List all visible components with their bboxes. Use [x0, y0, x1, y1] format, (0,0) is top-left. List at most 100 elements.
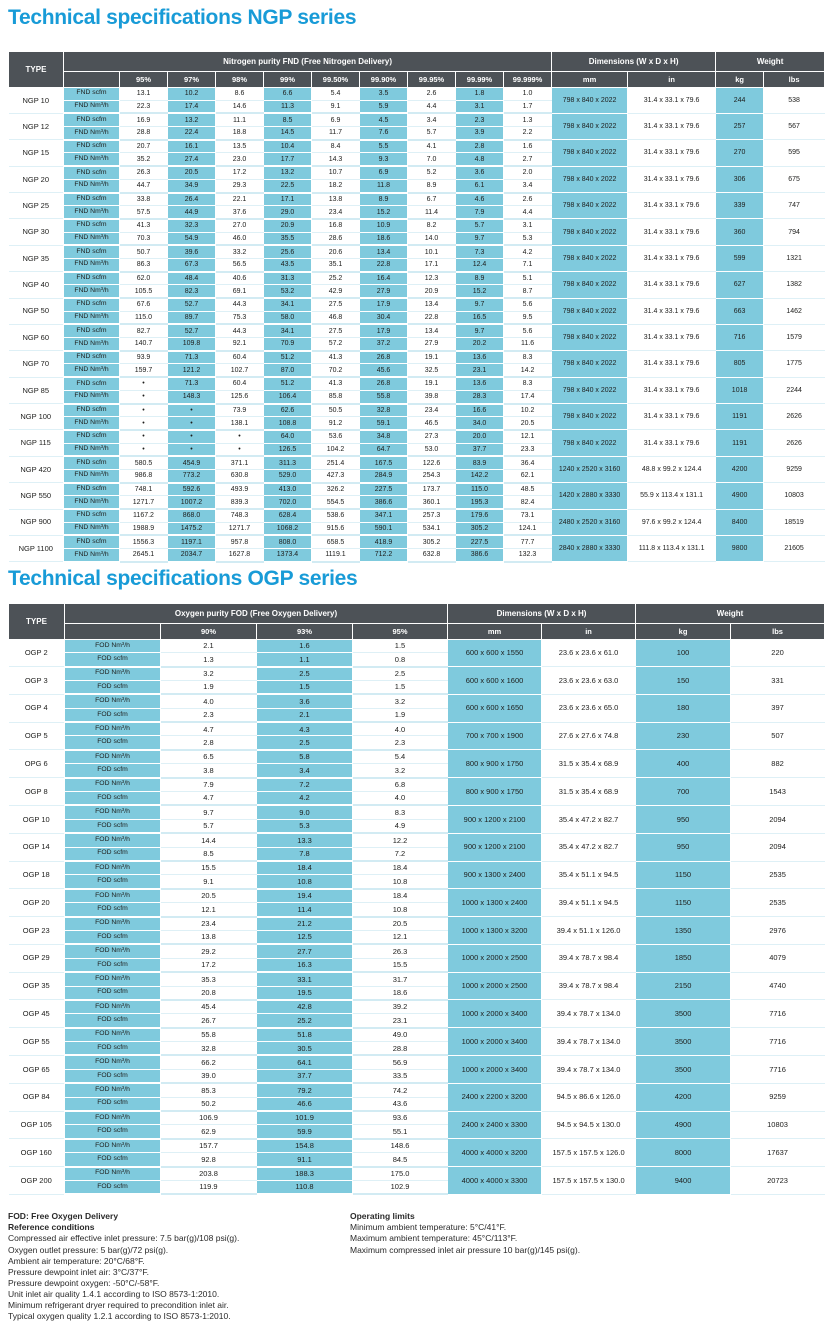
spec-row: FND Nm³/h 28.8 22.4 18.8 14.5 11.7 7.6 5.7 3.9 2.… [9, 126, 825, 141]
value-cell: 957.8 [215, 535, 264, 550]
value-cell: 73.1 [503, 509, 553, 523]
spec-row: NGP 85 FND scfm • 71.3 60.4 51.2 41.3 26.8 19.1 1… [8, 377, 826, 405]
dimension-in-cell: 23.6 x 23.6 x 63.0 [541, 666, 637, 695]
value-cell: 26.3 [352, 944, 449, 959]
value-cell: 53.2 [263, 284, 312, 300]
value-cell: 132.3 [503, 548, 553, 563]
dimension-column-header: in [627, 71, 717, 88]
value-cell: 7.6 [359, 126, 408, 141]
value-cell: 14.6 [215, 100, 264, 115]
weight-kg-cell: 9400 [635, 1166, 732, 1195]
value-cell: 2.3 [160, 708, 257, 724]
value-cell: 26.8 [359, 350, 408, 365]
dimension-mm-cell: 1420 x 2880 x 3330 [551, 482, 629, 510]
value-cell: 75.3 [215, 311, 264, 326]
value-cell: 10.9 [359, 218, 408, 233]
value-cell: 1068.2 [263, 522, 312, 537]
value-cell: 82.7 [119, 324, 168, 339]
value-cell: 6.9 [359, 166, 408, 180]
value-cell: 9.7 [455, 324, 504, 339]
spec-row: OGP 200 FOD Nm³/h 203.8 188.3 175.0 4000 x 40… [8, 1166, 826, 1195]
value-cell: 1.5 [352, 639, 449, 654]
value-cell: 22.4 [167, 126, 216, 141]
type-cell: OGP 5 [8, 722, 65, 751]
value-cell: 538.6 [311, 509, 360, 523]
value-cell: 413.0 [263, 482, 312, 497]
unit-label-cell: FND Nm³/h [63, 100, 120, 115]
dimension-in-cell: 31.4 x 33.1 x 79.6 [627, 324, 717, 352]
value-cell: 2.5 [256, 666, 353, 681]
value-cell: 29.0 [263, 205, 312, 220]
value-cell: 173.7 [407, 482, 456, 497]
value-cell: 1.7 [503, 100, 553, 115]
dimension-mm-cell: 1000 x 2000 x 2500 [447, 972, 543, 1001]
value-cell: 1.5 [256, 680, 353, 696]
type-cell: NGP 60 [8, 324, 64, 352]
dimension-mm-cell: 600 x 600 x 1600 [447, 666, 543, 695]
value-cell: 30.5 [256, 1041, 353, 1057]
spec-row: OGP 105 FOD Nm³/h 106.9 101.9 93.6 2400 x 240… [8, 1111, 826, 1140]
type-cell: NGP 15 [8, 139, 64, 167]
value-cell: 83.9 [455, 456, 504, 470]
weight-lbs-cell: 1543 [730, 777, 826, 806]
unit-label-cell: FOD Nm³/h [64, 1083, 161, 1098]
spec-row: FOD scfm 32.8 30.5 28.8 [9, 1041, 825, 1057]
unit-label-cell: FOD scfm [64, 708, 161, 724]
value-cell: 54.9 [167, 232, 216, 247]
dimension-mm-cell: 700 x 700 x 1900 [447, 722, 543, 751]
value-cell: 7.2 [352, 847, 449, 862]
value-cell: 14.3 [311, 152, 360, 168]
value-cell: • [119, 416, 168, 431]
note-line: Compressed air effective inlet pressure:… [8, 1233, 240, 1244]
dimension-in-cell: 27.6 x 27.6 x 74.8 [541, 722, 637, 751]
value-cell: 29.2 [160, 944, 257, 959]
weight-kg-cell: 306 [715, 166, 765, 194]
value-cell: 4.2 [256, 791, 353, 807]
weight-lbs-cell: 507 [730, 722, 826, 751]
type-cell: OGP 35 [8, 972, 65, 1001]
weight-kg-cell: 1191 [715, 429, 765, 457]
value-cell: 35.5 [263, 232, 312, 247]
weight-lbs-cell: 17637 [730, 1138, 826, 1168]
spec-row: OGP 84 FOD Nm³/h 85.3 79.2 74.2 2400 x 2200 x… [8, 1083, 826, 1112]
value-cell: 32.8 [160, 1041, 257, 1057]
spec-row: NGP 10 FND scfm 13.1 10.2 8.6 6.6 5.4 3.5 2.6 1.8… [8, 87, 826, 114]
dimension-in-cell: 31.4 x 33.1 x 79.6 [627, 429, 717, 457]
value-cell: 27.9 [407, 337, 456, 352]
weight-lbs-cell: 2094 [730, 805, 826, 834]
value-cell: 17.4 [503, 390, 553, 405]
dimension-mm-cell: 798 x 840 x 2022 [551, 271, 629, 299]
unit-label-cell: FOD Nm³/h [64, 999, 161, 1015]
value-cell: 87.0 [263, 363, 312, 379]
weight-kg-cell: 2150 [635, 972, 732, 1001]
weight-kg-cell: 9800 [715, 535, 765, 563]
value-cell: 34.8 [359, 429, 408, 444]
value-cell: 14.0 [407, 232, 456, 247]
unit-label-cell: FOD Nm³/h [64, 722, 161, 737]
spec-row: FOD scfm 4.7 4.2 4.0 [9, 791, 825, 807]
spec-row: FOD scfm 8.5 7.8 7.2 [9, 847, 825, 862]
ogp-spec-table: TYPE Oxygen purity FOD (Free Oxygen Deliv… [8, 602, 826, 1196]
value-cell: 142.2 [455, 469, 504, 484]
value-cell: 106.4 [263, 390, 312, 405]
value-cell: 159.7 [119, 363, 168, 379]
value-cell: 37.7 [256, 1069, 353, 1085]
dimension-in-cell: 97.6 x 99.2 x 124.4 [627, 509, 717, 536]
spec-row: OGP 5 FOD Nm³/h 4.7 4.3 4.0 700 x 700 x 1900 2… [8, 722, 826, 751]
purity-column-header: 97% [167, 71, 216, 88]
unit-label-cell: FND Nm³/h [63, 337, 120, 352]
value-cell: 5.5 [359, 139, 408, 154]
dimension-in-cell: 31.4 x 33.1 x 79.6 [627, 192, 717, 220]
unit-label-cell: FOD scfm [64, 791, 161, 807]
value-cell: 91.2 [311, 416, 360, 431]
value-cell: 9.7 [160, 805, 257, 820]
value-cell: 8.7 [503, 284, 553, 300]
unit-label-cell: FOD Nm³/h [64, 805, 161, 820]
value-cell: 62.1 [503, 469, 553, 484]
value-cell: 44.7 [119, 179, 168, 194]
weight-kg-cell: 1150 [635, 861, 732, 890]
dimension-column-header: mm [551, 71, 629, 88]
value-cell: 13.4 [407, 298, 456, 312]
value-cell: 18.6 [352, 986, 449, 1001]
value-cell: 658.5 [311, 535, 360, 550]
